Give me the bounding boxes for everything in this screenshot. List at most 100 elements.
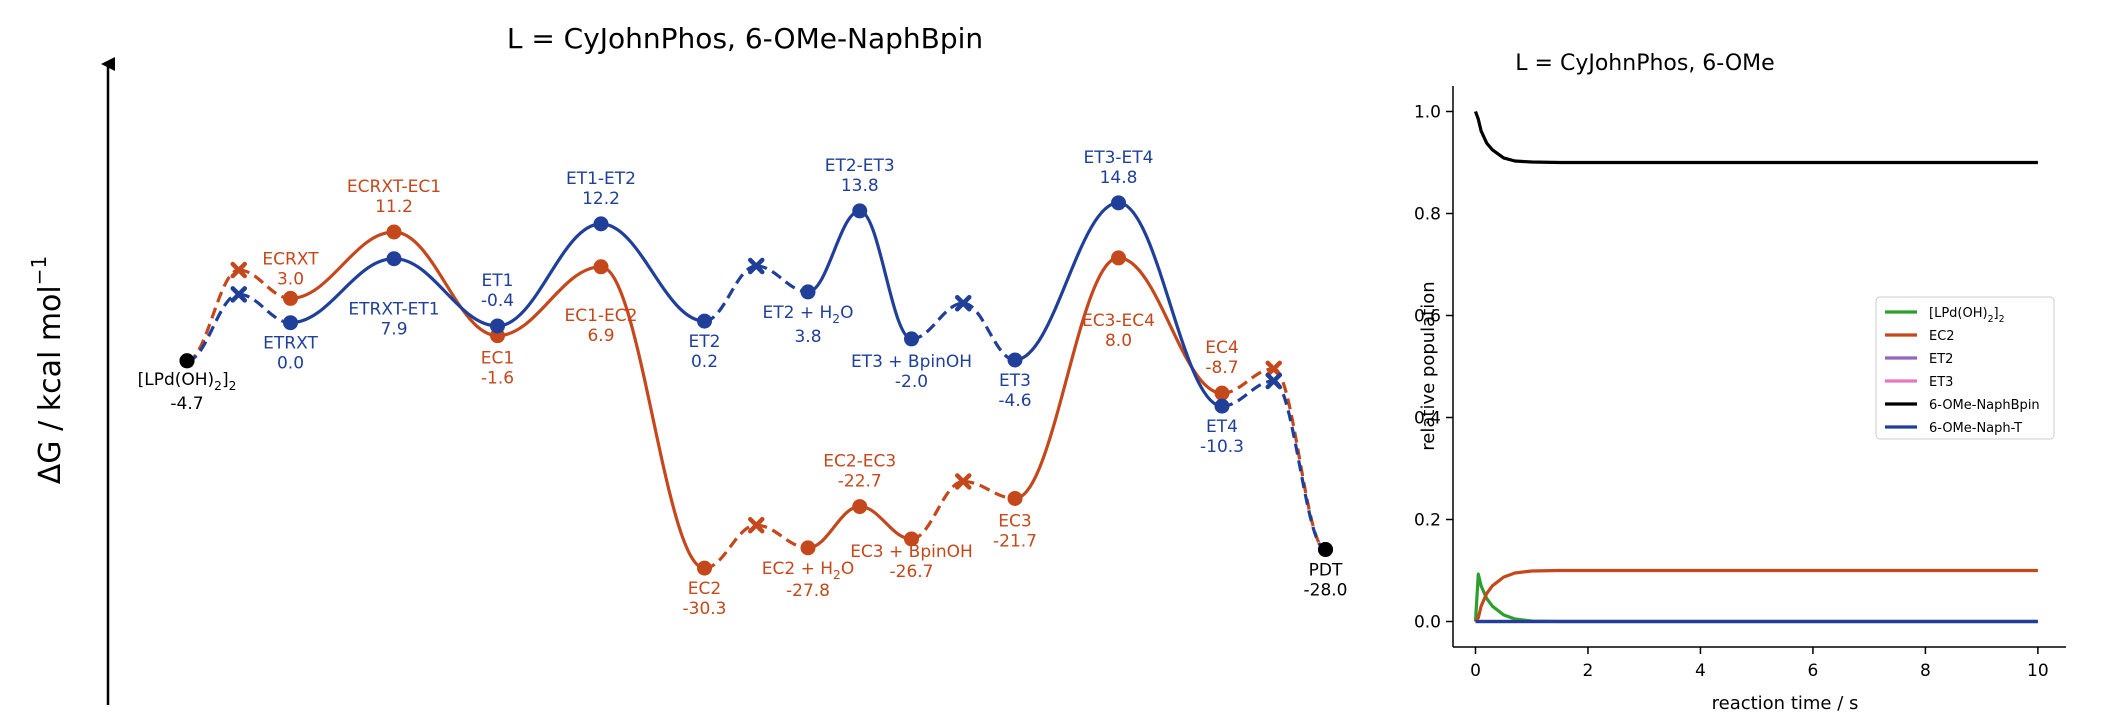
et3-et4-energy: 14.8 [1100, 168, 1138, 188]
x-tick-label: 10 [2027, 661, 2049, 681]
ec2-energy: -30.3 [683, 599, 727, 619]
et3-energy: -4.6 [998, 391, 1031, 411]
ecrxt-name: ECRXT [262, 249, 319, 269]
ec1-name: EC1 [481, 349, 514, 369]
kinetics-y-ticks: 0.0 0.2 0.4 0.6 0.8 1.0 [1414, 103, 1453, 633]
legend-label-6-ome-naph-t: 6-OMe-Naph-T [1929, 421, 2022, 436]
ec3-ec4-point [1111, 250, 1126, 266]
label-et3: ET3-4.6 [998, 371, 1031, 411]
ecrxt-ec1-point [386, 224, 402, 240]
et1-et2-name: ET1-ET2 [566, 169, 636, 189]
kinetics-panel: L = CyJohnPhos, 6-OMe 0 2 4 6 8 10 0.00.20.40… [1414, 51, 2066, 714]
label-ec1: EC1-1.6 [481, 349, 514, 389]
label-ec3-bpinoh: EC3 + BpinOH-26.7 [850, 542, 973, 582]
c-path-segment [963, 479, 1016, 501]
et3-et4-name: ET3-ET4 [1083, 148, 1153, 168]
series-line-6-ome-naphbpin [1473, 110, 2038, 165]
ec3-name: EC3 [998, 511, 1031, 531]
product-point [1318, 542, 1333, 557]
label-ec4: EC4-8.7 [1205, 338, 1238, 378]
ec3-bpinoh-name: EC3 + BpinOH [850, 542, 973, 562]
y-tick-label: 0.6 [1414, 307, 1441, 327]
ec4-energy: -8.7 [1205, 358, 1238, 378]
etrxt-et1-energy: 7.9 [380, 320, 407, 340]
t-path-segment [600, 222, 705, 323]
t-path-segment [290, 257, 395, 325]
label-et1: ET1-0.4 [481, 271, 514, 311]
reactant-point [179, 353, 195, 369]
series-line-ec2 [1474, 568, 2038, 623]
t-path-segment [756, 264, 809, 294]
t-path-segment [859, 209, 913, 341]
t-approx-ts-marker [1265, 372, 1282, 390]
et4-name: ET4 [1206, 417, 1238, 437]
energy-profile-panel: L = CyJohnPhos, 6-OMe-NaphBpin ΔG / kcal… [27, 22, 1348, 705]
c-approx-ts-marker [230, 261, 247, 279]
ec2-name: EC2 [688, 579, 721, 599]
y-tick-label: 0.2 [1414, 511, 1441, 531]
series-line-lpd-oh-2-2 [1473, 572, 2038, 624]
ecrxt-energy: 3.0 [277, 269, 304, 289]
et1-name: ET1 [482, 271, 514, 291]
et2-et3-energy: 13.8 [841, 176, 879, 196]
label-et3-bpinoh: ET3 + BpinOH-2.0 [851, 352, 972, 392]
legend-label-et2: ET2 [1929, 352, 1953, 367]
x-tick-label: 2 [1583, 661, 1594, 681]
et2-point [697, 313, 712, 329]
x-tick-label: 0 [1470, 661, 1481, 681]
ec4-point [1214, 385, 1230, 401]
et4-energy: -10.3 [1200, 437, 1244, 457]
ec3-bpinoh-energy: -26.7 [890, 562, 934, 582]
et2-energy: 0.2 [691, 352, 718, 372]
ec1-ec2-energy: 6.9 [587, 326, 614, 346]
et2-h2o-name: ET2 + H2O [763, 303, 854, 326]
kinetics-title: L = CyJohnPhos, 6-OMe [1515, 51, 1774, 76]
legend-items: [LPd(OH)2]2 EC2 ET2 ET3 6-OMe-NaphBpin 6-OMe-… [1885, 306, 2040, 436]
legend-label-et3: ET3 [1929, 375, 1953, 390]
c-path-segment [756, 523, 809, 550]
t-approx-ts-marker [748, 257, 765, 275]
kinetics-y-label: relative population [1418, 281, 1439, 450]
et3-et4-point [1111, 195, 1126, 211]
profile-labels: [LPd(OH)2]2-4.7ECRXT3.0ECRXT-EC111.2EC1-… [138, 148, 1348, 619]
profile-markers [179, 195, 1333, 576]
t-path-segment [1273, 379, 1327, 552]
label-lpd-oh-2-2: [LPd(OH)2]2-4.7 [138, 370, 237, 414]
ecrxt-ec1-name: ECRXT-EC1 [347, 177, 441, 197]
et3-bpinoh-name: ET3 + BpinOH [851, 352, 972, 372]
et2-name: ET2 [689, 332, 721, 352]
x-tick-label: 8 [1920, 661, 1931, 681]
ec3-ec4-name: EC3-EC4 [1082, 311, 1155, 331]
t-path-segment [186, 292, 240, 363]
etrxt-et1-point [386, 251, 402, 267]
etrxt-et1-name: ETRXT-ET1 [348, 300, 439, 320]
ec2-h2o-point [800, 540, 816, 556]
ec1-energy: -1.6 [481, 369, 514, 389]
t-path-segment [393, 257, 498, 328]
ec2-h2o-name: EC2 + H2O [762, 559, 854, 582]
t-approx-ts-marker [955, 295, 972, 312]
c-approx-ts-marker [748, 516, 765, 534]
kinetics-x-label: reaction time / s [1712, 693, 1859, 714]
c-path-segment [497, 265, 602, 338]
ecrxt-ec1-energy: 11.2 [375, 197, 413, 217]
kinetics-x-ticks: 0 2 4 6 8 10 [1470, 647, 2049, 681]
et1-energy: -0.4 [481, 291, 514, 311]
ec1-ec2-name: EC1-EC2 [565, 306, 638, 326]
kinetics-legend: [LPd(OH)2]2 EC2 ET2 ET3 6-OMe-NaphBpin 6-OMe-… [1875, 296, 2055, 440]
y-tick-label: 0.8 [1414, 205, 1441, 225]
legend-frame [1875, 296, 2055, 440]
energy-axis-label: ΔG / kcal mol−1 [27, 256, 68, 484]
c-approx-ts-marker [1265, 360, 1282, 378]
ec2-ec3-energy: -22.7 [838, 472, 882, 492]
lpd-oh-2-2-energy: -4.7 [170, 394, 203, 414]
